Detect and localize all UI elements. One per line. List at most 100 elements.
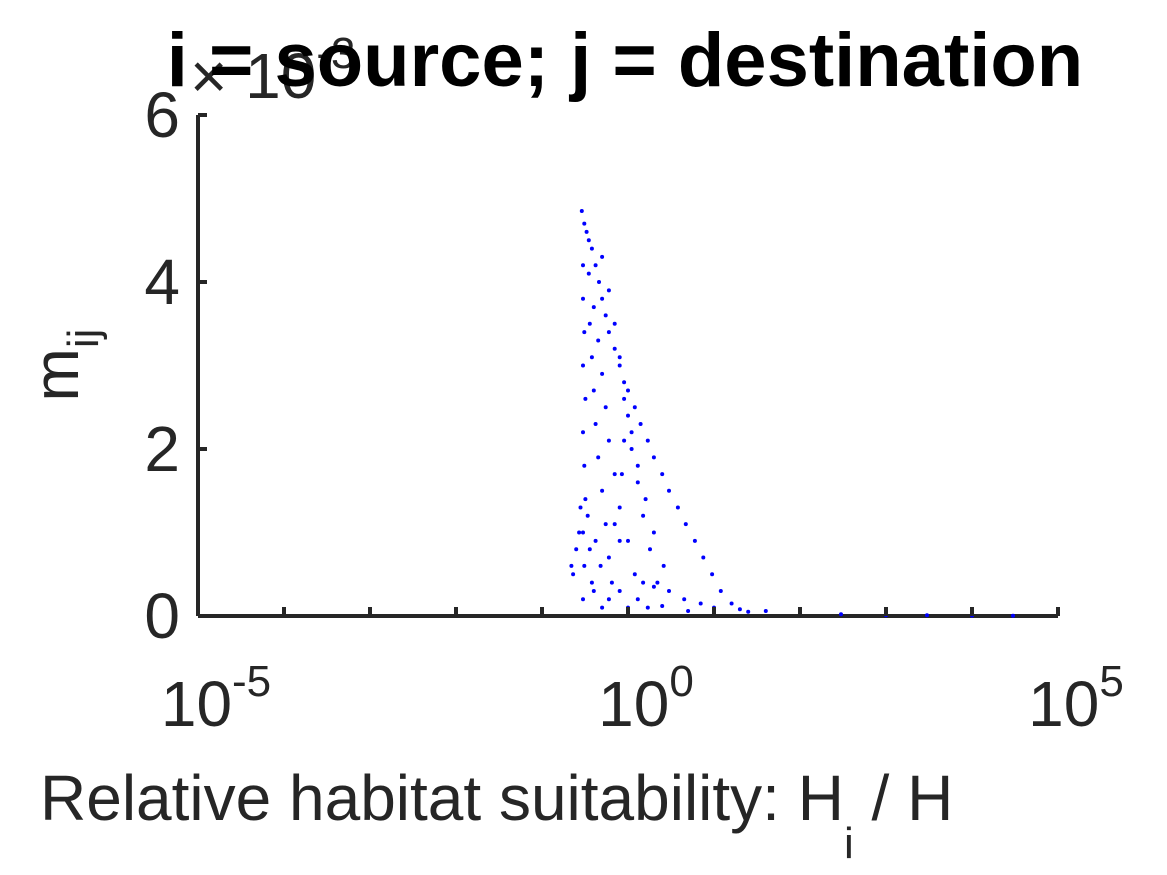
y-tick-label: 4 xyxy=(144,246,180,318)
scatter-point xyxy=(583,396,588,401)
scatter-point xyxy=(622,396,627,401)
scatter-point xyxy=(635,463,640,468)
scatter-point xyxy=(586,238,591,243)
scatter-point xyxy=(675,505,680,510)
x-axis-label-sub: i xyxy=(844,819,854,868)
scatter-point xyxy=(683,522,688,527)
scatter-point xyxy=(629,447,634,451)
scatter-point xyxy=(591,388,596,393)
scatter-point xyxy=(635,480,640,485)
y-axis-label-sub: ij xyxy=(59,329,108,349)
x-tick-base: 10 xyxy=(598,668,669,740)
scatter-point xyxy=(622,438,627,443)
scatter-point xyxy=(626,388,630,393)
scatter-point xyxy=(593,263,598,268)
scatter-point xyxy=(587,547,592,552)
scatter-point xyxy=(710,572,715,577)
scatter-points xyxy=(569,209,1015,618)
scatter-point xyxy=(600,605,605,610)
x-tick-label: 105 xyxy=(1028,657,1124,740)
scatter-point xyxy=(606,597,611,602)
x-tick-exponent: 0 xyxy=(669,657,693,706)
scatter-point xyxy=(597,280,601,284)
scatter-point xyxy=(589,580,594,585)
scatter-point xyxy=(643,497,648,502)
scatter-point xyxy=(655,580,660,585)
scatter-point xyxy=(603,313,608,318)
scatter-point xyxy=(718,589,723,593)
y-tick-label: 0 xyxy=(144,580,180,652)
scatter-point xyxy=(626,413,630,418)
y-axis-label: mij xyxy=(20,329,108,402)
scatter-point xyxy=(582,221,587,226)
scatter-point xyxy=(593,538,598,543)
scatter-point xyxy=(612,472,617,477)
y-tick-label: 2 xyxy=(144,413,180,485)
scatter-point xyxy=(581,296,585,301)
scatter-point xyxy=(632,405,637,410)
scatter-point xyxy=(682,597,687,602)
scatter-point xyxy=(596,338,601,343)
y-axis-label-main: m xyxy=(20,348,92,401)
scatter-point xyxy=(589,355,594,360)
scatter-point xyxy=(581,530,585,535)
scatter-point xyxy=(600,254,605,259)
scatter-point xyxy=(603,522,608,527)
scatter-point xyxy=(660,604,665,608)
scatter-point xyxy=(617,505,622,510)
scatter-point xyxy=(763,609,768,613)
scatter-point xyxy=(698,601,703,606)
scatter-point xyxy=(585,513,590,518)
scatter-point xyxy=(629,430,634,435)
scatter-point xyxy=(660,472,665,477)
scatter-point xyxy=(569,563,574,568)
scatter-point xyxy=(632,572,637,577)
scatter-point xyxy=(582,330,587,335)
scatter-point xyxy=(586,271,591,276)
scatter-point xyxy=(635,597,640,602)
scatter-point xyxy=(600,488,605,493)
scatter-point xyxy=(667,589,671,593)
scatter-point xyxy=(686,609,691,613)
scatter-point xyxy=(667,488,671,493)
scatter-point xyxy=(578,505,583,510)
scatter-point xyxy=(645,438,650,443)
scatter-point xyxy=(612,522,617,527)
scatter-point xyxy=(839,612,843,617)
scatter-point xyxy=(598,563,603,568)
scatter-point xyxy=(587,321,592,326)
scatter-point xyxy=(581,597,585,602)
x-axis-label-main: Relative habitat suitability: H xyxy=(40,762,844,834)
y-multiplier-base: × 10 xyxy=(190,40,316,112)
scatter-point xyxy=(645,605,650,610)
scatter-point xyxy=(606,555,611,560)
scatter-point xyxy=(582,463,587,468)
x-tick-base: 10 xyxy=(161,668,232,740)
scatter-point xyxy=(737,607,742,612)
scatter-point xyxy=(641,513,646,518)
x-tick-exponent: 5 xyxy=(1099,657,1123,706)
scatter-point xyxy=(1011,613,1015,618)
x-tick-base: 10 xyxy=(1028,668,1099,740)
scatter-point xyxy=(925,613,929,618)
scatter-point xyxy=(606,288,611,293)
scatter-point xyxy=(617,355,622,360)
scatter-point xyxy=(619,472,624,477)
scatter-point xyxy=(641,580,646,585)
scatter-point xyxy=(746,609,751,614)
scatter-point xyxy=(617,589,622,593)
scatter-point xyxy=(609,580,614,585)
scatter-point xyxy=(622,380,627,385)
scatter-point xyxy=(574,547,579,552)
scatter-point xyxy=(577,530,582,535)
scatter-point xyxy=(661,563,666,568)
scatter-point xyxy=(606,438,611,443)
y-axis-multiplier: × 10-3 xyxy=(190,29,355,112)
scatter-point xyxy=(648,547,652,552)
scatter-point xyxy=(581,430,585,435)
y-tick-label: 6 xyxy=(144,79,180,151)
scatter-point xyxy=(591,305,596,310)
x-tick-exponent: -5 xyxy=(232,657,271,706)
scatter-point xyxy=(617,363,622,368)
